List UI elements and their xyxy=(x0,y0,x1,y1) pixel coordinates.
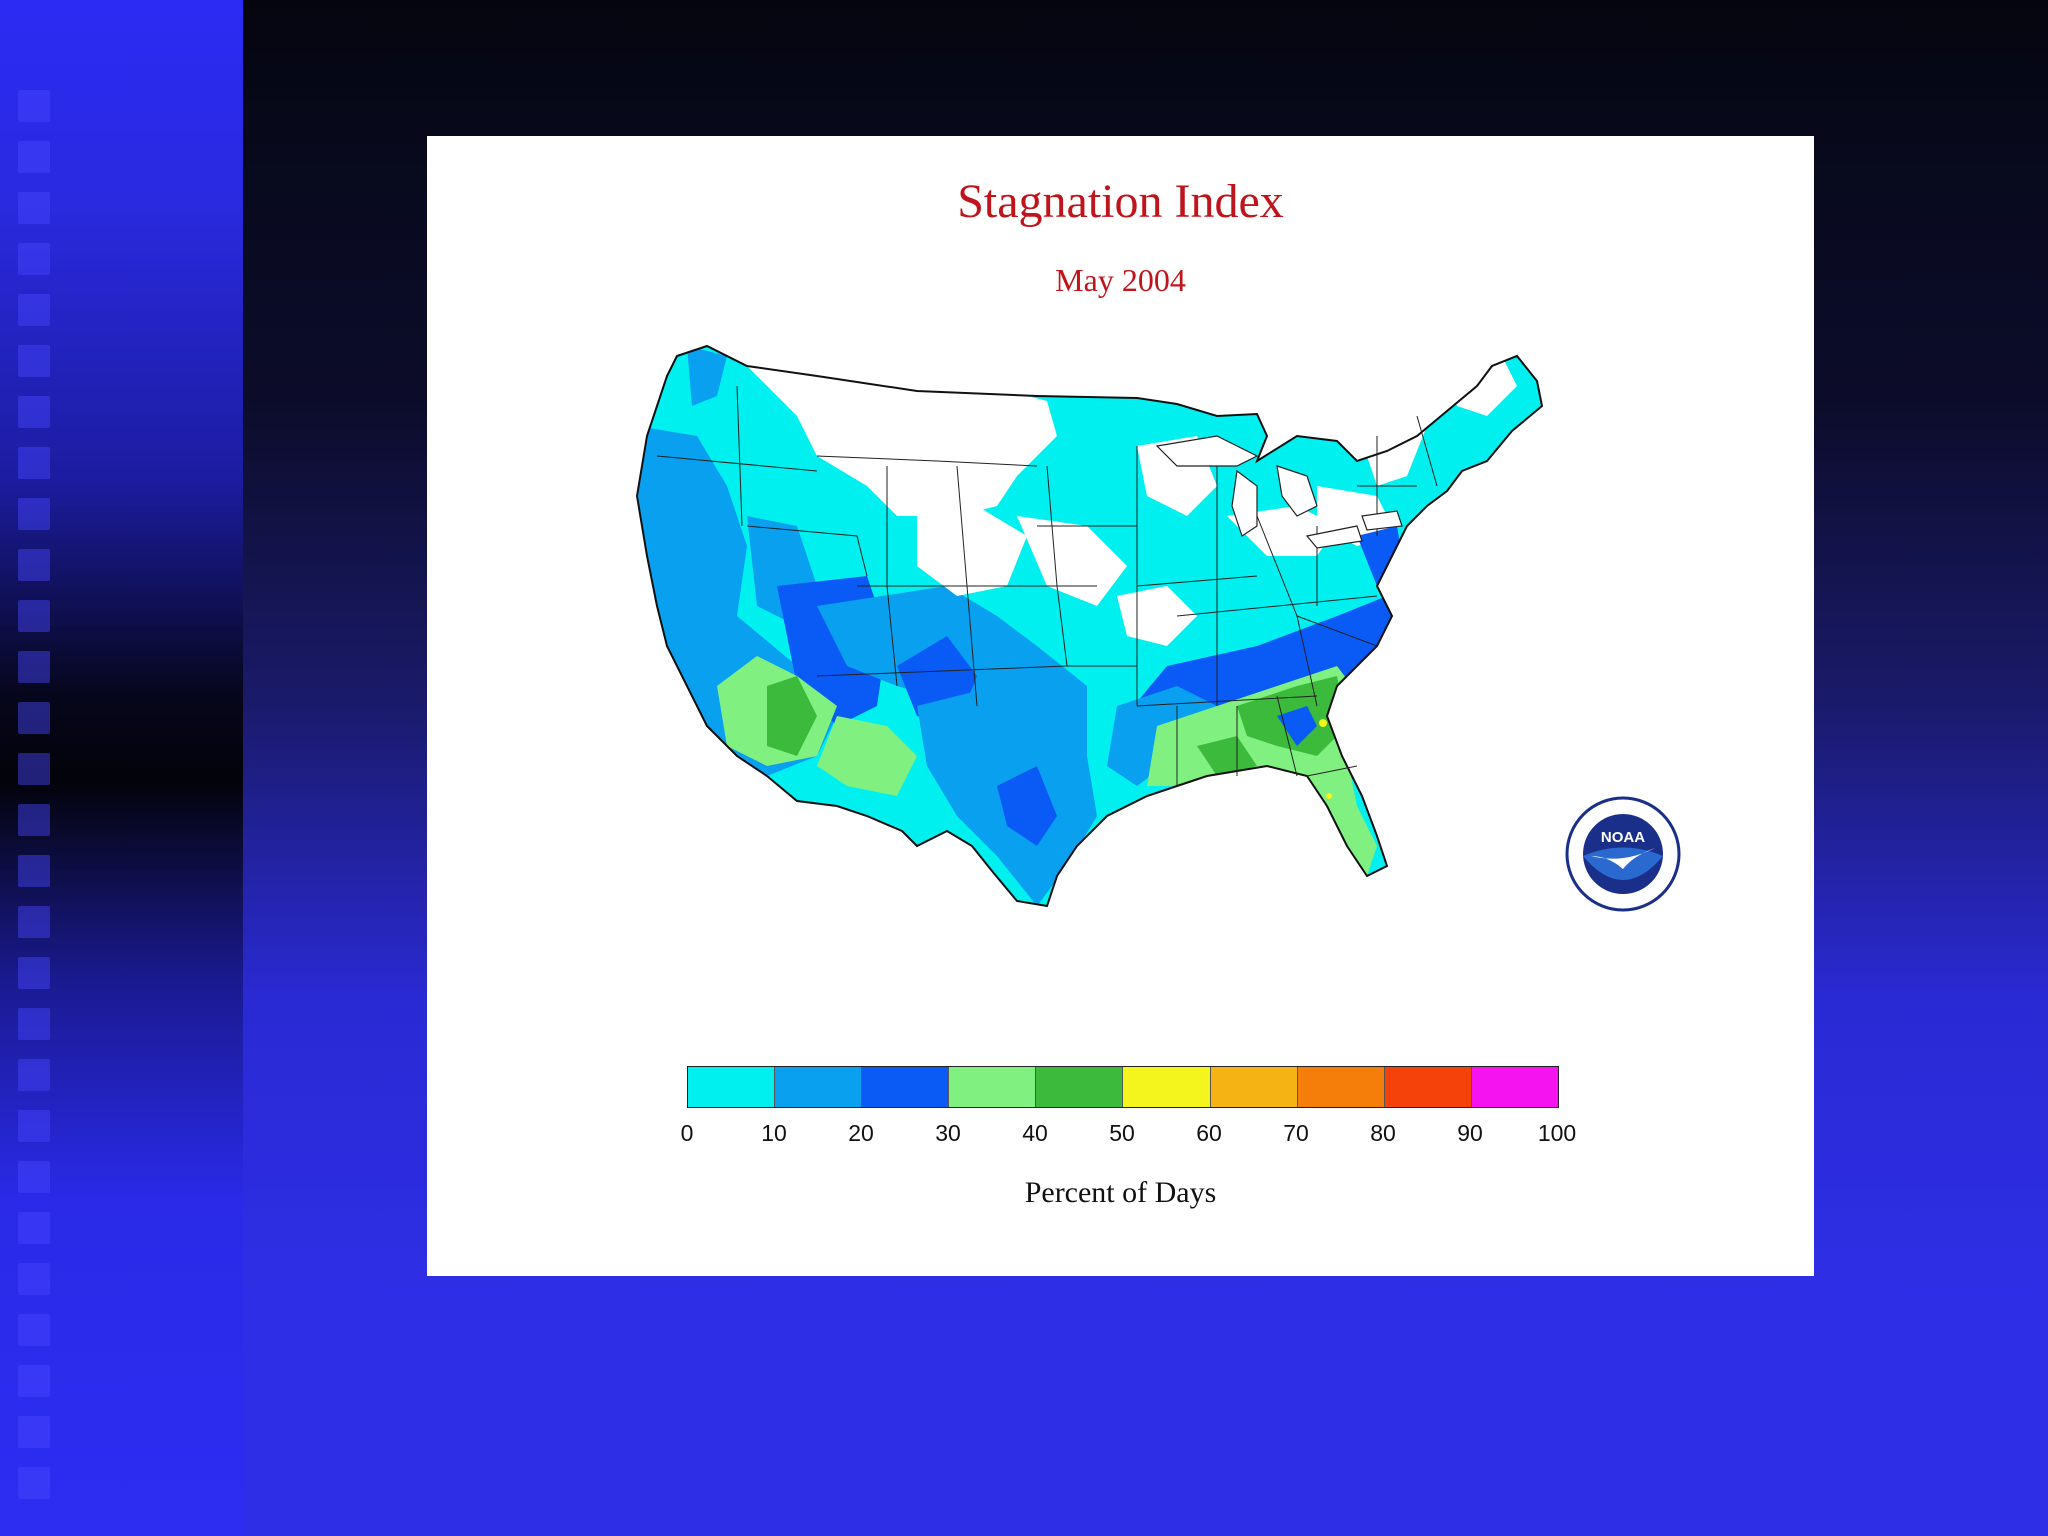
colorbar-bin-40-50 xyxy=(1036,1067,1124,1107)
great-lakes xyxy=(1155,435,1403,549)
colorbar-bin-10-20 xyxy=(775,1067,863,1107)
decorative-square xyxy=(18,906,50,938)
decorative-square xyxy=(18,447,50,479)
decorative-square xyxy=(18,1314,50,1346)
colorbar-bin-60-70 xyxy=(1210,1067,1298,1107)
colorbar-tick-label: 10 xyxy=(761,1120,787,1146)
colorbar-bin-30-40 xyxy=(949,1067,1037,1107)
decorative-square xyxy=(18,804,50,836)
colorbar-tick-label: 20 xyxy=(848,1120,874,1146)
colorbar-bin-70-80 xyxy=(1297,1067,1385,1107)
colorbar-tick-label: 40 xyxy=(1022,1120,1048,1146)
colorbar xyxy=(687,1066,1559,1108)
decorative-square xyxy=(18,294,50,326)
map-subtitle: May 2004 xyxy=(1055,262,1186,298)
colorbar-bin-80-90 xyxy=(1384,1067,1472,1107)
decorative-square xyxy=(18,1365,50,1397)
decorative-square xyxy=(18,1059,50,1091)
decorative-square xyxy=(18,192,50,224)
colorbar-tick-label: 60 xyxy=(1196,1120,1222,1146)
colorbar-ticks: 0 10 20 30 40 50 60 70 80 90 100 xyxy=(681,1120,1577,1150)
map-shading xyxy=(637,346,1542,906)
decorative-square xyxy=(18,600,50,632)
decorative-square xyxy=(18,90,50,122)
decorative-square xyxy=(18,141,50,173)
left-decorative-strip xyxy=(0,0,243,1536)
colorbar-bin-90-100 xyxy=(1471,1067,1558,1107)
decorative-square xyxy=(18,1467,50,1499)
map-title: Stagnation Index xyxy=(957,175,1284,228)
decorative-square xyxy=(18,1161,50,1193)
stagnation-map-figure: Stagnation Index May 2004 xyxy=(427,136,1814,1276)
decorative-square xyxy=(18,1263,50,1295)
noaa-logo-text: NOAA xyxy=(1601,829,1645,846)
decorative-square xyxy=(18,1416,50,1448)
colorbar-tick-label: 70 xyxy=(1283,1120,1309,1146)
decorative-square xyxy=(18,855,50,887)
colorbar-bin-20-30 xyxy=(862,1067,950,1107)
decorative-square xyxy=(18,498,50,530)
colorbar-tick-label: 90 xyxy=(1457,1120,1483,1146)
decorative-square xyxy=(18,1008,50,1040)
decorative-square xyxy=(18,702,50,734)
decorative-square xyxy=(18,1110,50,1142)
colorbar-tick-label: 80 xyxy=(1370,1120,1396,1146)
colorbar-bin-0-10 xyxy=(688,1067,776,1107)
decorative-square xyxy=(18,345,50,377)
noaa-logo-icon: NOAA xyxy=(1565,796,1681,912)
decorative-square xyxy=(18,243,50,275)
colorbar-tick-label: 0 xyxy=(680,1120,694,1146)
colorbar-bin-50-60 xyxy=(1123,1067,1211,1107)
decorative-square xyxy=(18,651,50,683)
decorative-squares xyxy=(18,90,52,1518)
decorative-square xyxy=(18,957,50,989)
decorative-square xyxy=(18,1212,50,1244)
decorative-square xyxy=(18,549,50,581)
decorative-square xyxy=(18,753,50,785)
legend-label: Percent of Days xyxy=(1024,1176,1217,1209)
us-map xyxy=(636,345,1543,907)
colorbar-tick-label: 50 xyxy=(1109,1120,1135,1146)
colorbar-tick-label: 100 xyxy=(1537,1120,1577,1146)
colorbar-tick-label: 30 xyxy=(935,1120,961,1146)
decorative-square xyxy=(18,396,50,428)
